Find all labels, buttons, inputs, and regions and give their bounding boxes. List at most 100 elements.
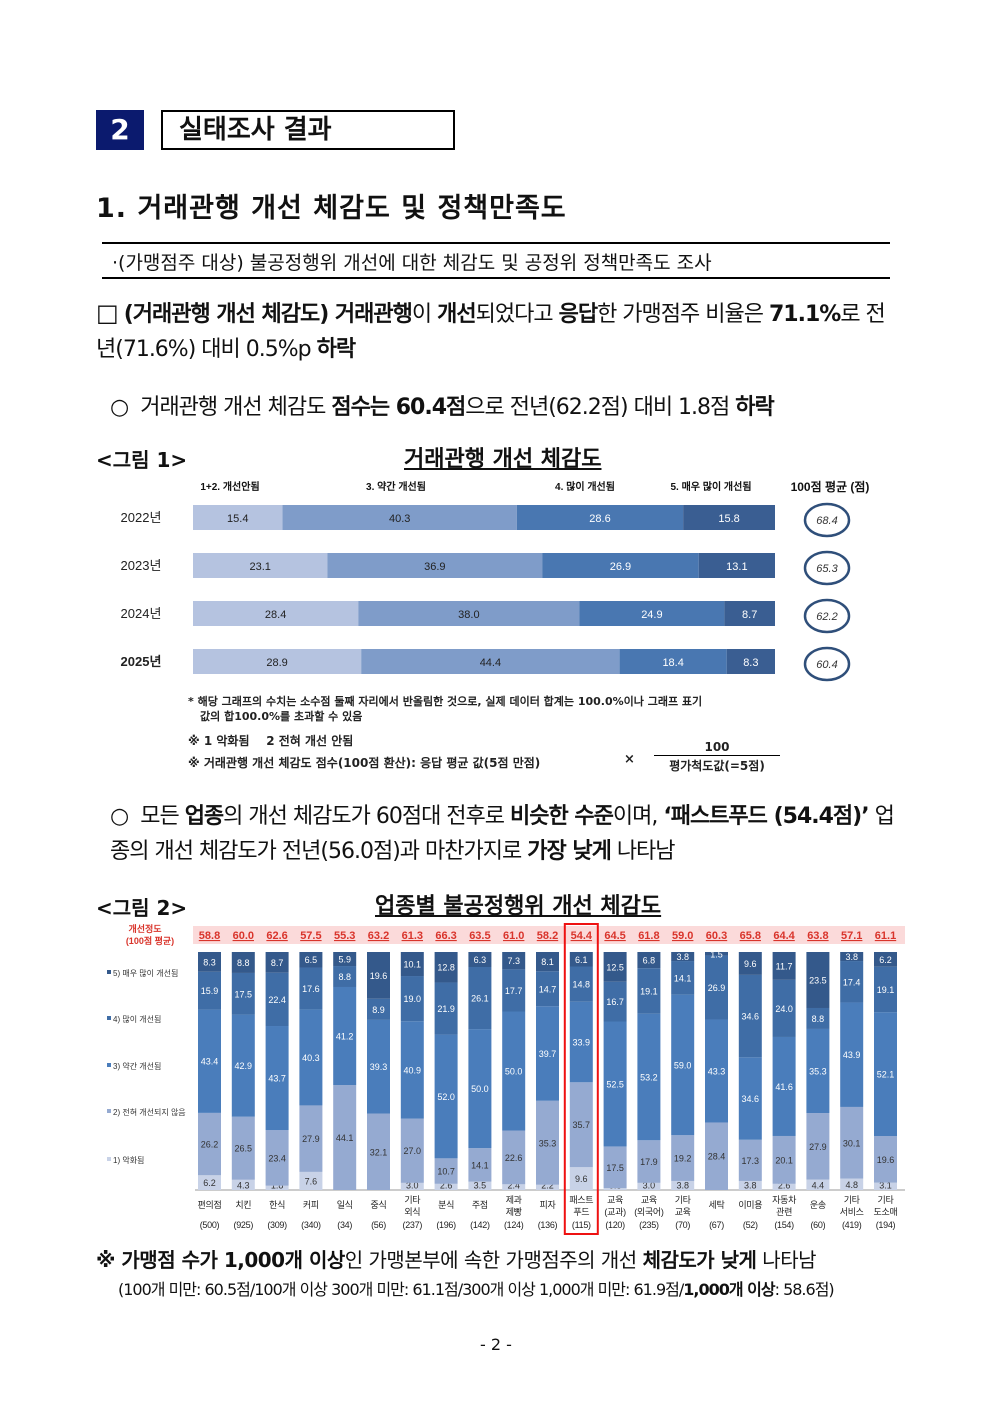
category-label: 치킨 <box>235 1199 251 1210</box>
bar-segment <box>738 952 762 975</box>
bar-segment <box>683 505 775 530</box>
data-label: 14.7 <box>539 984 557 994</box>
summary-text: ·(가맹점주 대상) 불공정행위 개선에 대한 체감도 및 공정위 정책만족도 … <box>112 252 712 274</box>
figure-1-label: <그림 1> <box>96 448 188 472</box>
data-label: 42.9 <box>235 1061 253 1071</box>
bar-segment <box>637 1013 661 1141</box>
data-label: 1.5 <box>710 949 723 959</box>
highlight-box <box>563 923 599 1235</box>
average-circle <box>803 598 851 634</box>
average-circle <box>803 502 851 538</box>
bar-segment <box>400 952 424 977</box>
bar-segment <box>198 1175 221 1190</box>
category-count: (52) <box>743 1220 758 1230</box>
category-count: (142) <box>470 1220 490 1230</box>
bar-segment <box>265 1130 289 1186</box>
data-label: 17.6 <box>302 984 320 994</box>
data-label: 8.7 <box>742 609 757 621</box>
score-value: 64.5 <box>604 930 625 942</box>
category-label: 분식 <box>438 1200 454 1210</box>
bold-text-run: (거래관행 개선 체감도) 거래관행 <box>123 302 413 327</box>
bar-segment <box>536 1100 559 1185</box>
bar-segment <box>333 952 357 967</box>
bar-segment <box>502 1011 526 1131</box>
category-label: 제빵 <box>506 1207 522 1217</box>
score-band <box>193 926 905 944</box>
data-label: 28.9 <box>266 657 287 669</box>
category-label: 패스트 <box>569 1195 593 1205</box>
data-label: 13.1 <box>726 561 747 573</box>
bar-segment <box>806 1028 830 1114</box>
bar-segment <box>198 1009 221 1113</box>
bar-segment <box>671 1180 695 1190</box>
checkbox-marker: □ <box>96 299 119 327</box>
category-label: 커피 <box>303 1200 319 1210</box>
data-label: 8.9 <box>372 1005 385 1015</box>
bar-segment <box>569 952 593 967</box>
data-label: 8.3 <box>743 657 758 669</box>
category-label: 도소매 <box>874 1207 898 1217</box>
category-count: (500) <box>200 1220 220 1230</box>
data-label: 34.6 <box>742 1012 760 1022</box>
category-count: (194) <box>876 1220 896 1230</box>
bar-segment <box>772 1183 796 1190</box>
bar-segment <box>333 1085 357 1190</box>
text-run: 한 가맹점주 비율은 <box>597 302 769 327</box>
score-value: 61.1 <box>875 930 896 942</box>
legend-label: 1) 악화됨 <box>113 1155 144 1165</box>
bar-segment <box>724 601 775 626</box>
data-label: 40.3 <box>302 1053 320 1063</box>
bold-text-run: 업종 <box>184 804 224 829</box>
legend-swatch <box>107 1016 111 1020</box>
bar-segment <box>265 952 289 973</box>
category-label: 교육 <box>675 1207 691 1217</box>
legend-swatch <box>107 970 111 974</box>
data-label: 6.3 <box>474 955 487 965</box>
score-value: 59.0 <box>672 930 693 942</box>
bar-segment <box>603 1188 627 1190</box>
category-label: 이미용 <box>738 1200 762 1210</box>
category-label: 기타 <box>675 1195 692 1205</box>
bar-segment <box>367 1019 390 1114</box>
data-label: 17.4 <box>843 977 861 987</box>
data-label: 17.7 <box>505 986 523 996</box>
year-label: 2023년 <box>121 558 162 573</box>
bar-segment <box>772 1036 796 1136</box>
average-value: 60.4 <box>816 659 837 671</box>
bar-segment <box>705 1019 728 1123</box>
fraction-denominator: 평가척도값(=5점) <box>669 759 765 773</box>
data-label: 22.6 <box>505 1153 523 1163</box>
figure-1-title: 거래관행 개선 체감도 <box>404 447 602 472</box>
category-label: 기타 <box>878 1195 895 1205</box>
paragraph-1: □ (거래관행 개선 체감도) 거래관행이 개선되었다고 응답한 가맹점주 비율… <box>96 296 901 367</box>
data-label: 26.1 <box>471 994 489 1004</box>
data-label: 27.9 <box>809 1142 827 1152</box>
bar-segment <box>231 952 255 973</box>
bar-segment <box>536 971 559 1007</box>
divider <box>102 242 890 244</box>
bar-segment <box>569 1167 593 1190</box>
bar-segment <box>569 1001 593 1083</box>
bar-segment <box>231 1116 255 1180</box>
data-label: 17.5 <box>235 989 253 999</box>
data-label: 15.4 <box>227 513 248 525</box>
bar-segment <box>705 952 728 956</box>
bar-segment <box>806 1179 830 1190</box>
bar-segment <box>637 952 661 969</box>
legend-swatch <box>107 1109 111 1113</box>
bar-segment <box>637 968 661 1014</box>
figure-1-note: 값의 합100.0%를 초과할 수 있음 <box>200 710 363 723</box>
score-value: 60.3 <box>706 930 727 942</box>
bar-segment <box>536 1006 559 1101</box>
text-run: 인 가맹본부에 속한 가맹점주의 개선 <box>344 1248 643 1272</box>
data-label: 35.7 <box>573 1120 591 1130</box>
bar-segment <box>516 505 684 530</box>
data-label: 26.9 <box>610 561 631 573</box>
bar-segment <box>806 1113 830 1180</box>
bottom-note: ※ 가맹점 수가 1,000개 이상인 가맹본부에 속한 가맹점주의 개선 체감… <box>96 1244 816 1273</box>
bar-segment <box>434 1158 458 1184</box>
score-value: 55.3 <box>334 930 355 942</box>
times-sign: × <box>624 752 635 767</box>
bar-segment <box>536 952 559 972</box>
